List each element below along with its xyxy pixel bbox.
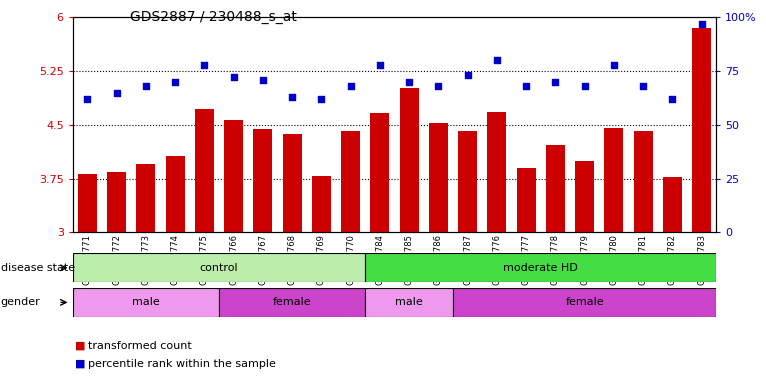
- Bar: [692, 28, 711, 232]
- Bar: [254, 129, 273, 232]
- Point: [228, 74, 240, 81]
- Point: [549, 79, 561, 85]
- Text: ■: ■: [75, 341, 86, 351]
- Text: percentile rank within the sample: percentile rank within the sample: [88, 359, 276, 369]
- Bar: [73, 253, 365, 282]
- Point: [432, 83, 444, 89]
- Point: [461, 72, 473, 78]
- Point: [520, 83, 532, 89]
- Point: [666, 96, 679, 102]
- Bar: [453, 288, 716, 317]
- Point: [637, 83, 650, 89]
- Point: [578, 83, 591, 89]
- Bar: [365, 288, 453, 317]
- Point: [374, 61, 386, 68]
- Bar: [341, 131, 360, 232]
- Bar: [78, 174, 97, 232]
- Bar: [365, 253, 716, 282]
- Point: [198, 61, 211, 68]
- Point: [491, 57, 503, 63]
- Point: [345, 83, 357, 89]
- Bar: [604, 128, 624, 232]
- Point: [139, 83, 152, 89]
- Point: [607, 61, 620, 68]
- Text: ■: ■: [75, 359, 86, 369]
- Bar: [219, 288, 365, 317]
- Bar: [400, 88, 419, 232]
- Bar: [487, 112, 506, 232]
- Text: GDS2887 / 230488_s_at: GDS2887 / 230488_s_at: [130, 10, 297, 23]
- Text: transformed count: transformed count: [88, 341, 192, 351]
- Text: control: control: [200, 263, 238, 273]
- Bar: [458, 131, 477, 232]
- Text: male: male: [395, 297, 423, 308]
- Bar: [165, 156, 185, 232]
- Point: [316, 96, 328, 102]
- Bar: [283, 134, 302, 232]
- Bar: [516, 168, 535, 232]
- Point: [696, 21, 708, 27]
- Text: moderate HD: moderate HD: [503, 263, 578, 273]
- Text: male: male: [132, 297, 160, 308]
- Point: [81, 96, 93, 102]
- Point: [286, 94, 298, 100]
- Bar: [663, 177, 682, 232]
- Bar: [429, 123, 448, 232]
- Bar: [575, 161, 594, 232]
- Point: [257, 76, 269, 83]
- Bar: [107, 172, 126, 232]
- Bar: [136, 164, 155, 232]
- Text: female: female: [565, 297, 604, 308]
- Bar: [224, 120, 243, 232]
- Bar: [371, 113, 389, 232]
- Text: disease state: disease state: [1, 263, 75, 273]
- Bar: [195, 109, 214, 232]
- Bar: [633, 131, 653, 232]
- Text: gender: gender: [1, 297, 41, 308]
- Point: [403, 79, 415, 85]
- Text: female: female: [273, 297, 312, 308]
- Bar: [312, 176, 331, 232]
- Point: [169, 79, 182, 85]
- Bar: [546, 145, 565, 232]
- Point: [110, 89, 123, 96]
- Bar: [73, 288, 219, 317]
